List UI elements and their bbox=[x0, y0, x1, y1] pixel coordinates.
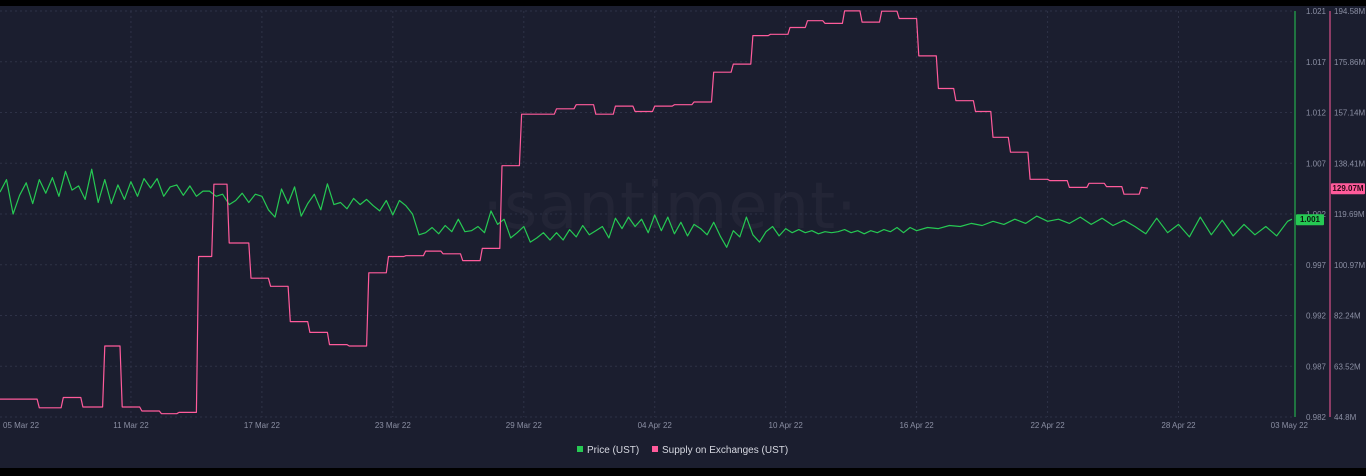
supply-tick-label: 175.86M bbox=[1334, 58, 1365, 67]
x-tick-label: 22 Apr 22 bbox=[1030, 421, 1065, 430]
supply-tick-label: 138.41M bbox=[1334, 159, 1365, 168]
x-tick-label: 05 Mar 22 bbox=[3, 421, 40, 430]
supply-tick-label: 44.8M bbox=[1334, 413, 1357, 422]
legend-item-supply[interactable]: Supply on Exchanges (UST) bbox=[652, 445, 788, 456]
x-tick-label: 28 Apr 22 bbox=[1161, 421, 1196, 430]
chart-panel: ·santiment· 05 Mar 22 11 Mar 22 17 Mar 22 2… bbox=[0, 6, 1366, 468]
supply-tick-label: 82.24M bbox=[1334, 312, 1361, 321]
price-tick-label: 0.987 bbox=[1306, 362, 1327, 371]
x-tick-label: 10 Apr 22 bbox=[769, 421, 804, 430]
x-tick-label: 29 Mar 22 bbox=[506, 421, 543, 430]
price-tick-label: 1.017 bbox=[1306, 58, 1327, 67]
supply-tick-label: 100.97M bbox=[1334, 261, 1365, 270]
grid-lines bbox=[0, 10, 1292, 418]
legend-label: Price (UST) bbox=[587, 445, 639, 456]
price-series-line bbox=[0, 168, 1293, 248]
x-axis-ticks: 05 Mar 22 11 Mar 22 17 Mar 22 23 Mar 22 29 M… bbox=[3, 421, 1309, 430]
axis-lines bbox=[1294, 11, 1331, 417]
series-lines bbox=[0, 10, 1293, 415]
x-tick-label: 23 Mar 22 bbox=[375, 421, 412, 430]
supply-series-line bbox=[0, 10, 1149, 415]
x-tick-label: 16 Apr 22 bbox=[899, 421, 934, 430]
price-tick-label: 1.021 bbox=[1306, 7, 1327, 16]
current-supply-badge bbox=[1331, 183, 1365, 195]
current-supply-label: 129.07M bbox=[1332, 184, 1363, 193]
price-tick-label: 1.007 bbox=[1306, 159, 1327, 168]
supply-axis-ticks: 194.58M 175.86M 157.14M 138.41M 119.69M 100.9… bbox=[1334, 7, 1365, 422]
supply-tick-label: 119.69M bbox=[1334, 210, 1365, 219]
price-tick-label: 0.982 bbox=[1306, 413, 1327, 422]
supply-tick-label: 157.14M bbox=[1334, 109, 1365, 118]
x-tick-label: 04 Apr 22 bbox=[638, 421, 673, 430]
x-tick-label: 17 Mar 22 bbox=[244, 421, 281, 430]
current-value-badges: 1.001 129.07M bbox=[1296, 183, 1365, 226]
supply-tick-label: 63.52M bbox=[1334, 362, 1361, 371]
watermark: ·santiment· bbox=[482, 170, 857, 244]
legend-label: Supply on Exchanges (UST) bbox=[662, 445, 788, 456]
x-tick-label: 11 Mar 22 bbox=[113, 421, 149, 430]
price-tick-label: 1.012 bbox=[1306, 109, 1327, 118]
legend[interactable]: Price (UST) Supply on Exchanges (UST) bbox=[577, 445, 788, 456]
price-tick-label: 0.997 bbox=[1306, 261, 1327, 270]
x-tick-label: 03 May 22 bbox=[1271, 421, 1309, 430]
current-price-label: 1.001 bbox=[1300, 215, 1321, 224]
legend-item-price[interactable]: Price (UST) bbox=[577, 445, 639, 456]
supply-tick-label: 194.58M bbox=[1334, 7, 1365, 16]
current-price-badge bbox=[1296, 214, 1324, 226]
legend-swatch bbox=[652, 446, 658, 452]
price-tick-label: 0.992 bbox=[1306, 312, 1327, 321]
legend-swatch bbox=[577, 446, 583, 452]
price-supply-chart: ·santiment· 05 Mar 22 11 Mar 22 17 Mar 22 2… bbox=[0, 7, 1365, 456]
